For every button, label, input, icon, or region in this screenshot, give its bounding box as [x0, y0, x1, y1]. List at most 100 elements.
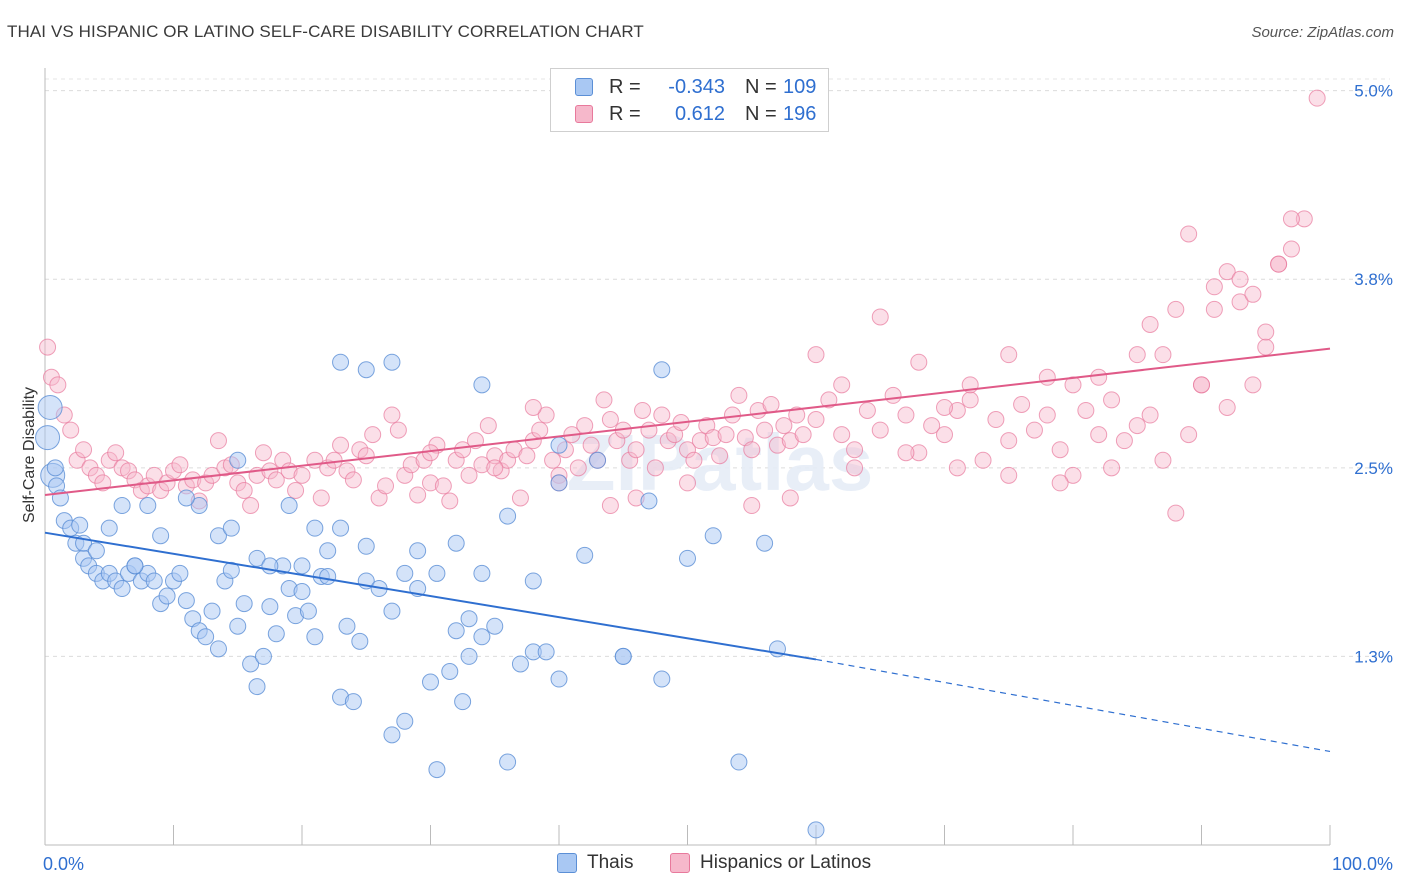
- hispanic-point: [871, 421, 889, 439]
- hispanic-point: [807, 346, 825, 364]
- hispanic-point: [544, 451, 562, 469]
- hispanic-point: [743, 497, 761, 515]
- hispanic-point: [537, 406, 555, 424]
- thai-point: [319, 567, 337, 585]
- hispanic-point: [447, 451, 465, 469]
- thai-point: [653, 670, 671, 688]
- hispanic-point: [743, 441, 761, 459]
- thais-legend-icon: [557, 853, 577, 873]
- thai-point: [447, 622, 465, 640]
- hispanic-point: [781, 489, 799, 507]
- hispanic-point: [1115, 432, 1133, 450]
- thai-point: [158, 587, 176, 605]
- thai-point: [511, 655, 529, 673]
- hispanic-point: [351, 441, 369, 459]
- thai-point: [35, 425, 61, 451]
- hispanic-point: [1270, 255, 1288, 273]
- hispanic-point: [460, 466, 478, 484]
- thai-point: [460, 647, 478, 665]
- hispanic-point: [332, 436, 350, 454]
- thai-point: [460, 610, 478, 628]
- hispanic-point: [389, 421, 407, 439]
- hispanic-point: [165, 462, 182, 480]
- series-legend: Thais Hispanics or Latinos: [0, 852, 1406, 878]
- thai-point: [383, 726, 401, 744]
- legend-label-thais: Thais: [587, 852, 634, 873]
- hispanic-point: [1282, 240, 1300, 258]
- hispanic-point: [1257, 338, 1275, 356]
- hispanic-point: [39, 338, 57, 356]
- thai-point: [37, 394, 63, 420]
- hispanic-point: [923, 417, 941, 435]
- hispanic-point: [1128, 346, 1146, 364]
- thai-point: [550, 436, 568, 454]
- hispanic-point: [344, 471, 362, 489]
- hispanic-point: [653, 406, 671, 424]
- hispanic-point: [884, 386, 902, 404]
- hispanic-point: [608, 432, 626, 450]
- thai-point: [71, 516, 89, 534]
- thai-point: [679, 549, 696, 567]
- hispanic-point: [685, 451, 703, 469]
- hispanic-point: [582, 436, 600, 454]
- legend-row-hispanics: R = 0.612 N = 196: [575, 101, 816, 127]
- r-label: R =: [609, 102, 641, 125]
- thai-point: [203, 602, 221, 620]
- thai-point: [145, 572, 163, 590]
- hispanic-point: [601, 497, 619, 515]
- legend-item-hispanics: Hispanics or Latinos: [670, 852, 871, 874]
- hispanic-point: [396, 466, 414, 484]
- thai-point: [235, 595, 253, 613]
- hispanic-point: [948, 459, 966, 477]
- hispanic-point: [1193, 376, 1210, 394]
- thai-point: [229, 451, 247, 469]
- thai-point: [190, 497, 208, 515]
- r-value: -0.343: [668, 75, 725, 98]
- thai-point: [306, 519, 324, 537]
- thai-point: [351, 632, 369, 650]
- hispanic-point: [171, 456, 189, 474]
- hispanic-point: [1282, 210, 1300, 228]
- grid-lines: [45, 78, 1390, 657]
- hispanic-point: [62, 421, 80, 439]
- n-label: N =: [745, 75, 777, 98]
- hispanic-point: [1090, 426, 1108, 444]
- hispanic-point: [871, 308, 889, 326]
- n-label: N =: [745, 102, 777, 125]
- thai-point: [197, 628, 215, 646]
- hispanic-point: [910, 353, 928, 371]
- hispanic-point: [717, 426, 735, 444]
- thai-point: [152, 527, 170, 545]
- hispanic-point: [711, 447, 729, 465]
- thai-point: [807, 821, 825, 839]
- legend-item-thais: Thais: [557, 852, 633, 874]
- thai-point: [756, 534, 774, 552]
- hispanic-point: [402, 456, 420, 474]
- thai-point: [589, 451, 607, 469]
- thai-point: [383, 353, 401, 371]
- hispanic-point: [479, 417, 497, 435]
- thai-point: [293, 557, 311, 575]
- thais-swatch-icon: [575, 78, 593, 96]
- hispanic-point: [267, 471, 285, 489]
- hispanic-point: [1051, 441, 1069, 459]
- thai-point: [383, 602, 401, 620]
- thai-point: [332, 353, 350, 371]
- thai-point: [299, 602, 317, 620]
- thai-point: [396, 712, 414, 730]
- thai-point: [499, 507, 517, 525]
- hispanic-point: [1025, 421, 1043, 439]
- r-value: 0.612: [674, 102, 725, 125]
- hispanic-point: [730, 386, 748, 404]
- thai-point: [428, 564, 446, 582]
- hispanic-point: [1231, 293, 1249, 311]
- thai-point: [139, 497, 157, 515]
- thai-point: [454, 693, 472, 711]
- hispanic-point: [68, 451, 86, 469]
- hispanic-point: [287, 481, 305, 499]
- hispanic-point: [383, 406, 401, 424]
- hispanics-trend-line: [44, 347, 1331, 496]
- hispanic-point: [1244, 376, 1262, 394]
- thai-point: [396, 564, 414, 582]
- thai-point: [550, 670, 568, 688]
